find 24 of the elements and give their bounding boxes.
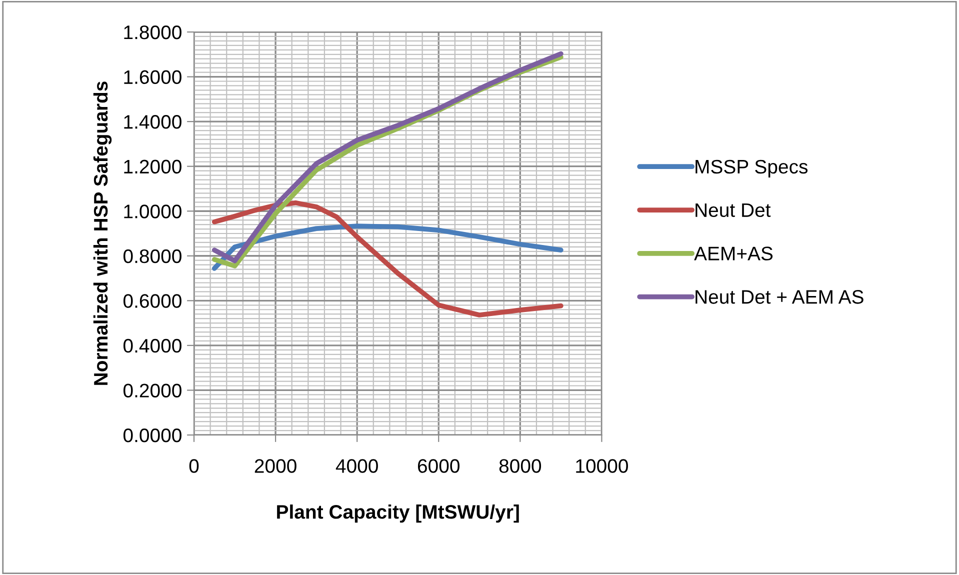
legend-label: Neut Det + AEM AS	[696, 290, 864, 304]
line-series	[212, 224, 564, 271]
y-tick-label: 0.2000	[123, 384, 182, 398]
y-tick-label: 0.4000	[123, 338, 182, 353]
y-tick-label: 1.2000	[124, 160, 182, 174]
y-axis-title: Normalized with HSP Safeguards	[93, 82, 112, 385]
y-tick-label: 1.8000	[124, 25, 182, 40]
x-tick-label: 6000	[418, 459, 460, 473]
x-tick-label: 8000	[499, 459, 542, 473]
x-tick-label: 4000	[336, 459, 378, 473]
y-tick-label: 0.8000	[123, 249, 182, 264]
y-tick-label: 1.0000	[124, 204, 182, 218]
y-tick-label: 1.6000	[124, 70, 182, 84]
legend-label: AEM+AS	[694, 246, 773, 260]
x-tick-label: 2000	[254, 459, 296, 473]
legend-label: MSSP Specs	[696, 160, 808, 178]
x-tick-label: 0	[189, 459, 199, 473]
legend-label: Neut Det	[696, 203, 771, 218]
x-axis-title: Plant Capacity [MtSWU/yr]	[277, 504, 519, 523]
y-tick-label: 0.0000	[123, 428, 182, 442]
y-tick-label: 0.6000	[123, 294, 182, 308]
x-tick-label: 10000	[576, 459, 628, 473]
y-tick-label: 1.4000	[124, 115, 182, 129]
line-series	[212, 200, 564, 318]
